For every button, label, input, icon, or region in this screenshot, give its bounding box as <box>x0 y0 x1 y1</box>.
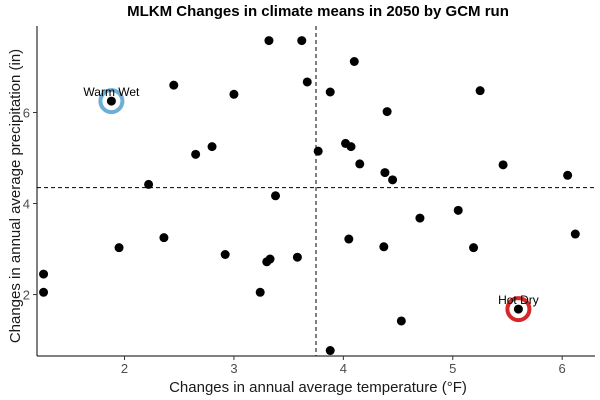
x-tick-label: 4 <box>340 361 347 376</box>
data-point <box>349 57 359 67</box>
data-point <box>344 234 354 244</box>
y-tick-label: 2 <box>23 288 30 303</box>
data-point <box>325 87 335 97</box>
data-point <box>380 168 390 178</box>
data-point <box>513 304 523 314</box>
data-point <box>271 191 281 201</box>
chart-title: MLKM Changes in climate means in 2050 by… <box>127 3 509 20</box>
data-point <box>355 159 365 169</box>
data-point <box>498 160 508 170</box>
data-point <box>39 287 49 297</box>
x-tick-label: 6 <box>559 361 566 376</box>
highlight-label: Warm Wet <box>83 85 140 99</box>
data-point <box>379 242 389 252</box>
data-point <box>297 36 307 46</box>
data-point <box>265 254 275 264</box>
data-point <box>388 175 398 185</box>
data-point <box>191 149 201 159</box>
data-point <box>570 229 580 239</box>
y-axis-title: Changes in annual average precipitation … <box>7 49 24 343</box>
plot-area: 2 3 4 5 6 2 4 6 Warm Wet Hot Dry <box>23 26 595 376</box>
data-point <box>106 96 116 106</box>
data-point <box>229 89 239 99</box>
data-point <box>114 243 124 253</box>
data-point <box>325 346 335 356</box>
data-point <box>453 205 463 215</box>
data-point <box>207 142 217 152</box>
y-tick-label: 6 <box>23 105 30 120</box>
highlight-label: Hot Dry <box>498 293 539 307</box>
data-point <box>475 86 485 96</box>
data-point <box>302 77 312 87</box>
x-axis-title: Changes in annual average temperature (°… <box>169 379 467 396</box>
data-point <box>159 233 169 243</box>
y-tick-label: 4 <box>23 197 30 212</box>
data-point <box>396 316 406 326</box>
x-tick-label: 2 <box>121 361 128 376</box>
data-point <box>415 213 425 223</box>
data-point <box>346 142 356 152</box>
x-tick-label: 5 <box>449 361 456 376</box>
data-point <box>313 146 323 156</box>
data-point <box>169 80 179 90</box>
data-point <box>563 170 573 180</box>
x-tick-label: 3 <box>230 361 237 376</box>
data-point <box>255 287 265 297</box>
highlight-ring <box>98 88 125 115</box>
highlight-ring <box>505 296 532 323</box>
data-point <box>144 179 154 189</box>
data-point <box>264 36 274 46</box>
data-point <box>382 107 392 117</box>
data-point <box>220 249 230 259</box>
data-point <box>39 269 49 279</box>
data-point <box>292 252 302 262</box>
data-point <box>469 243 479 253</box>
